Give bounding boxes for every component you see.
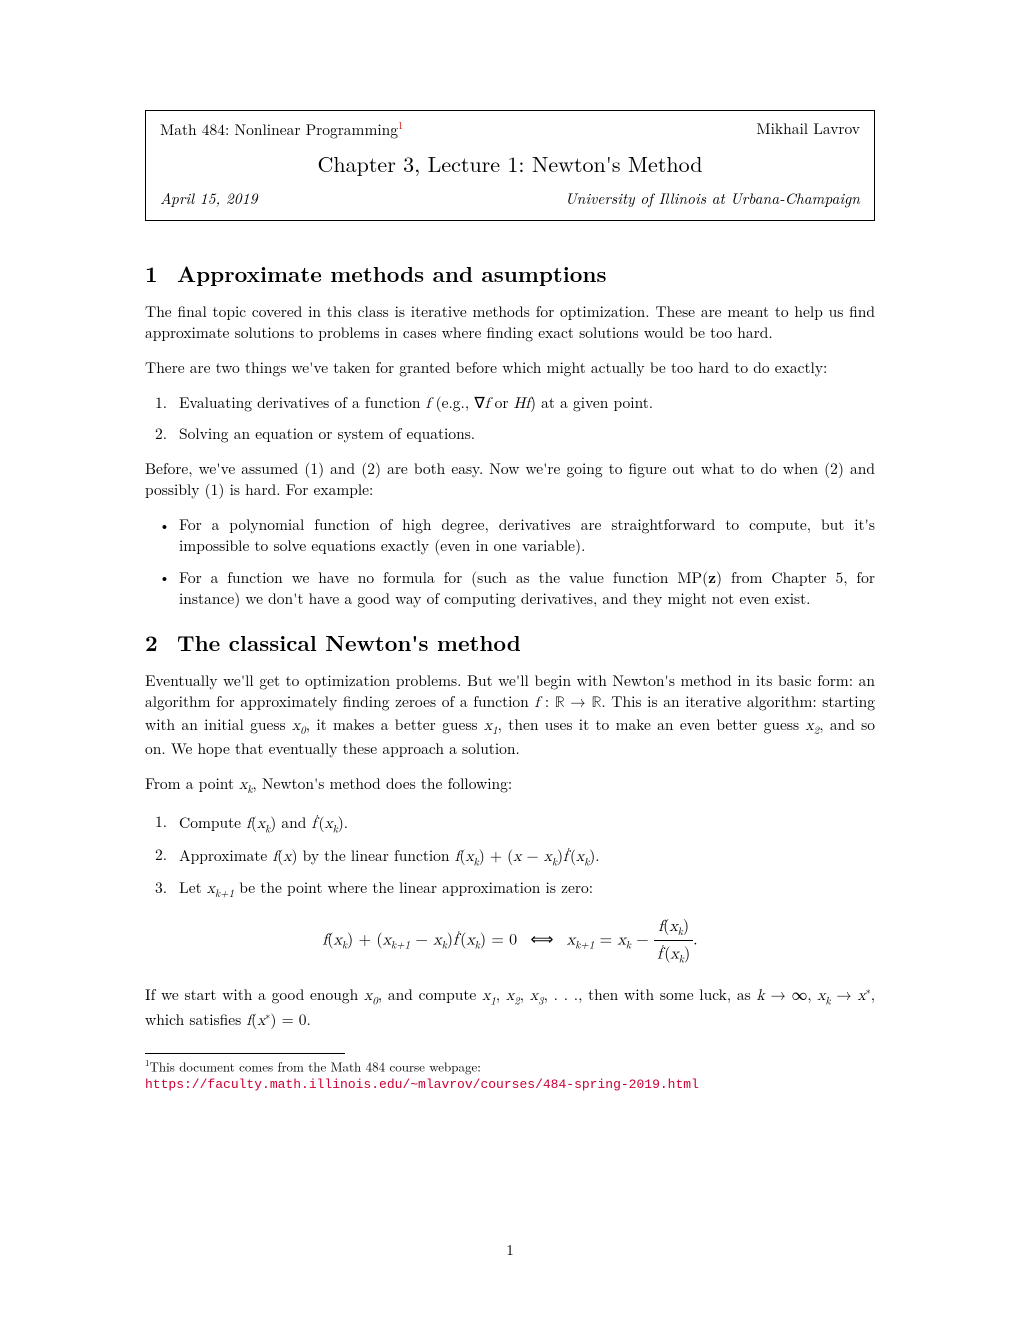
header-row-top: Math 484: Nonlinear Programming1 Mikhail… — [160, 119, 860, 141]
lecture-date: April 15, 2019 — [160, 189, 258, 210]
sec2-paragraph-2: From a point xk, Newton's method does th… — [145, 774, 875, 798]
section-2-title: The classical Newton's method — [177, 627, 521, 658]
list-item: For a function we have no formula for (s… — [179, 567, 875, 610]
section-1-heading: 1Approximate methods and asumptions — [145, 259, 875, 289]
list-item: 3.Let xk+1 be the point where the linear… — [179, 878, 875, 902]
sec2-paragraph-3: If we start with a good enough x0, and c… — [145, 984, 875, 1033]
newton-iteration-equation: f(xk) + (xk+1 − xk)f′(xk) = 0 ⟺ xk+1 = x… — [145, 916, 875, 966]
section-2-number: 2 — [145, 628, 177, 658]
course-name: Math 484: Nonlinear Programming1 — [160, 119, 403, 141]
list-item: 2.Approximate f(x) by the linear functio… — [179, 845, 875, 870]
sec1-bullet-list: For a polynomial function of high degree… — [145, 515, 875, 610]
list-item: 1.Compute f(xk) and f′(xk). — [179, 812, 875, 837]
institution: University of Illinois at Urbana-Champai… — [565, 189, 860, 210]
list-item: For a polynomial function of high degree… — [179, 515, 875, 557]
section-2-heading: 2The classical Newton's method — [145, 628, 875, 658]
sec2-numbered-list: 1.Compute f(xk) and f′(xk). 2.Approximat… — [145, 812, 875, 902]
footnote-rule — [145, 1053, 345, 1054]
sec1-paragraph-3: Before, we've assumed (1) and (2) are bo… — [145, 459, 875, 501]
sec1-numbered-list: 1.Evaluating derivatives of a function f… — [145, 393, 875, 445]
list-item: 1.Evaluating derivatives of a function f… — [179, 393, 875, 416]
sec1-paragraph-1: The final topic covered in this class is… — [145, 302, 875, 344]
section-1-title: Approximate methods and asumptions — [177, 258, 606, 289]
sec2-paragraph-1: Eventually we'll get to optimization pro… — [145, 671, 875, 760]
course-webpage-link[interactable]: https://faculty.math.illinois.edu/~mlavr… — [145, 1077, 699, 1092]
author-name: Mikhail Lavrov — [756, 119, 860, 141]
header-row-bottom: April 15, 2019 University of Illinois at… — [160, 189, 860, 210]
section-1-number: 1 — [145, 259, 177, 289]
footnote-ref[interactable]: 1 — [398, 118, 403, 132]
lecture-title: Chapter 3, Lecture 1: Newton's Method — [160, 149, 860, 179]
footnote-1: 1This document comes from the Math 484 c… — [145, 1057, 875, 1094]
sec1-paragraph-2: There are two things we've taken for gra… — [145, 358, 875, 379]
list-item: 2.Solving an equation or system of equat… — [179, 424, 875, 445]
page-number: 1 — [0, 1240, 1020, 1260]
document-header-box: Math 484: Nonlinear Programming1 Mikhail… — [145, 110, 875, 221]
